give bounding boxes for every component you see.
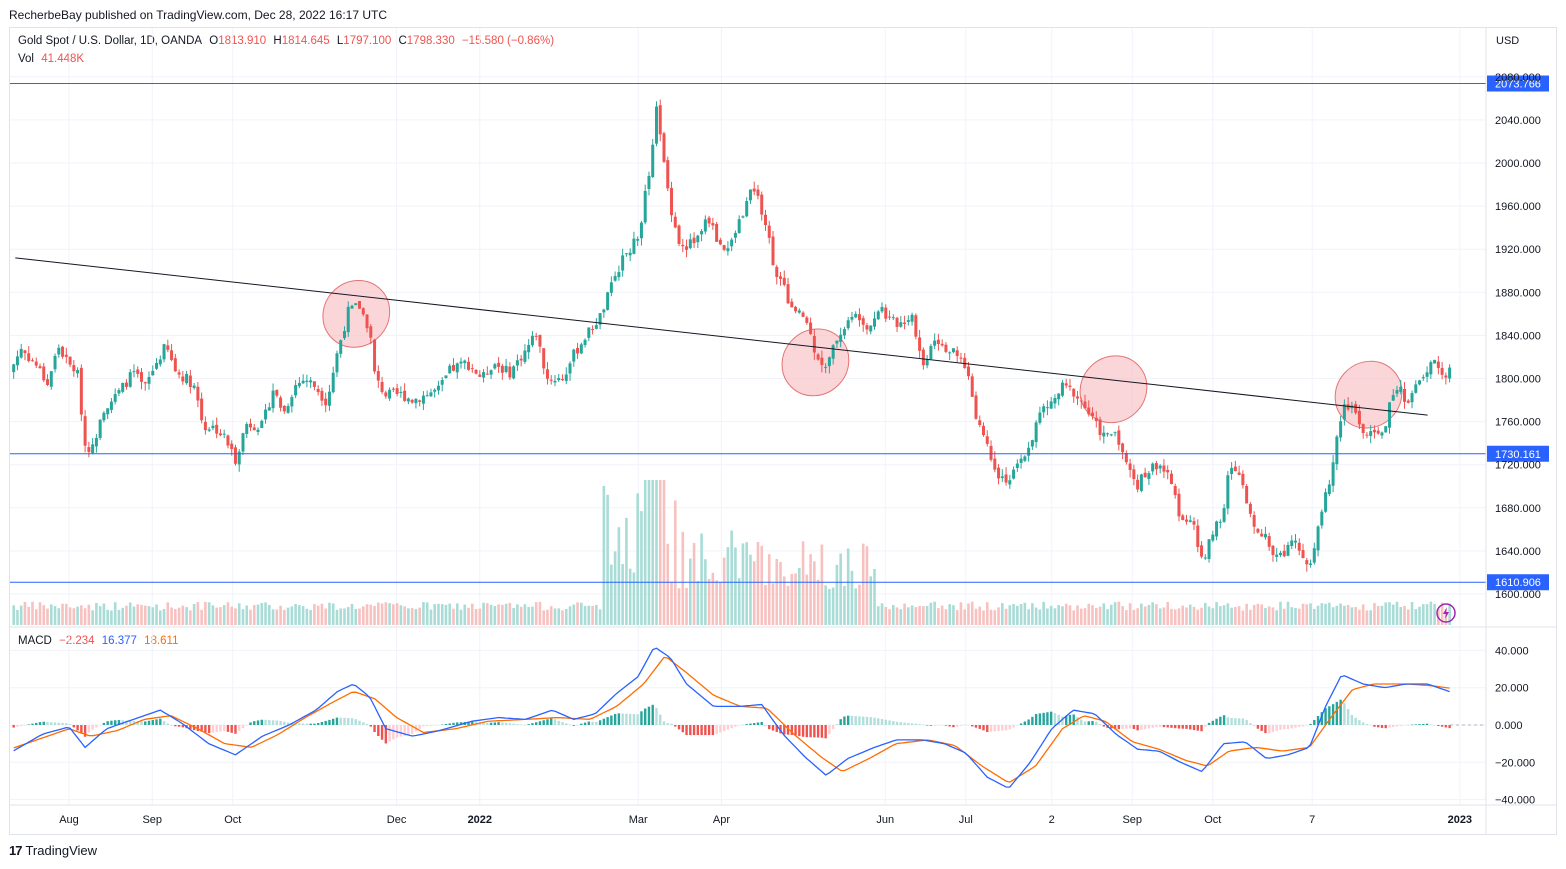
volume-label[interactable]: Vol (18, 53, 34, 65)
tradingview-logo-icon[interactable]: 17 (9, 843, 23, 858)
volume-value: 41.448K (41, 53, 85, 65)
open-value: 1813.910 (218, 35, 267, 47)
macd-label[interactable]: MACD (18, 635, 52, 647)
macd-signal-value: 18.611 (144, 635, 179, 647)
high-value: 1814.645 (281, 35, 330, 47)
high-label: H (273, 35, 282, 47)
low-label: L (336, 35, 344, 47)
close-label: C (398, 35, 407, 47)
change-value: −15.580 (−0.86%) (461, 35, 555, 47)
chart-frame (9, 27, 1557, 835)
brand-name[interactable]: TradingView (25, 843, 98, 858)
macd-hist-value: −2.234 (59, 635, 95, 647)
open-label: O (209, 35, 219, 47)
low-value: 1797.100 (343, 35, 392, 47)
publisher-line: RecherbeBay published on TradingView.com… (9, 8, 388, 22)
macd-legend: MACD −2.234 16.377 18.611 (18, 635, 183, 647)
close-value: 1798.330 (406, 35, 455, 47)
symbol-title[interactable]: Gold Spot / U.S. Dollar, 1D, OANDA (18, 35, 203, 47)
price-legend: Gold Spot / U.S. Dollar, 1D, OANDA O1813… (18, 35, 558, 47)
footer: 17 TradingView (9, 843, 97, 858)
volume-legend: Vol 41.448K (18, 53, 88, 65)
macd-line-value: 16.377 (101, 635, 137, 647)
